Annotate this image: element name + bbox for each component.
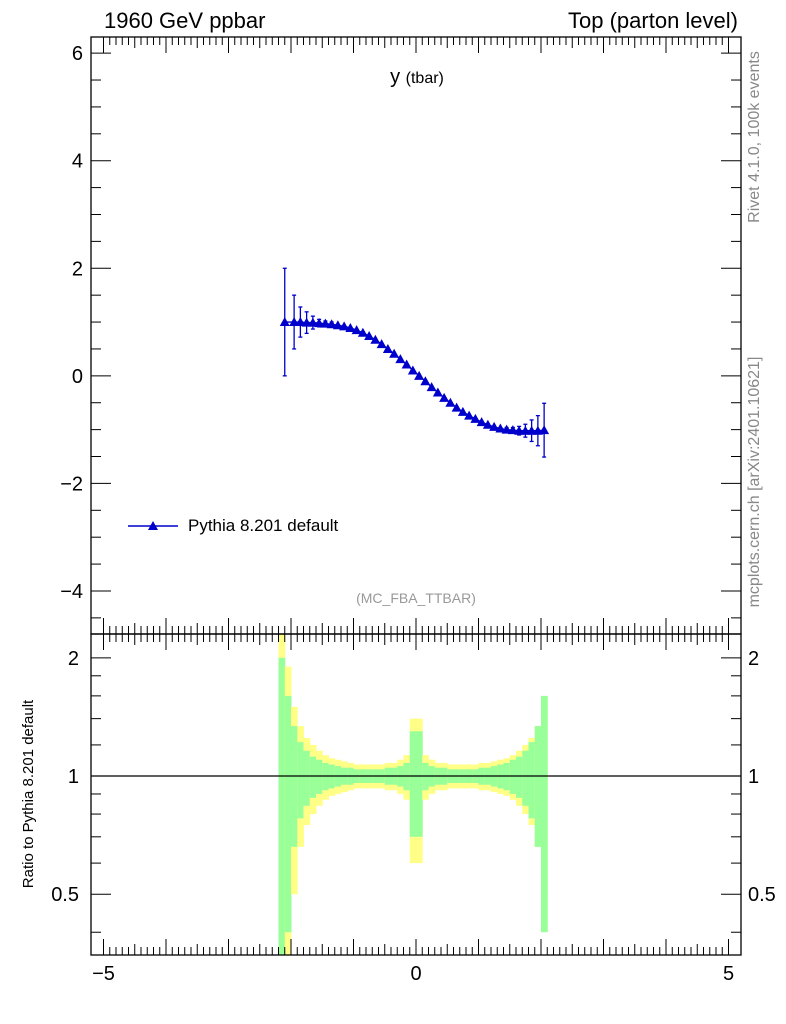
data-point-marker [351, 325, 362, 335]
data-point-marker [279, 317, 290, 327]
ratio-band-inner [291, 726, 298, 847]
x-tick-label: 0 [410, 963, 421, 985]
data-point-marker [370, 334, 381, 344]
data-point-marker [414, 370, 425, 380]
data-point-marker [295, 317, 306, 327]
analysis-id-label: (MC_FBA_TTBAR) [356, 590, 476, 606]
data-point-marker [420, 376, 431, 386]
data-point-marker [507, 425, 518, 435]
data-point-marker [451, 402, 462, 412]
data-point-marker [345, 322, 356, 332]
y-tick-label-ratio: 1 [68, 766, 79, 788]
axis-ticks: −5 0 5 −4 −2 0 2 4 6 0.5 0.5 1 1 2 2 [51, 37, 776, 985]
ratio-band-inner [284, 695, 292, 933]
main-series [279, 267, 550, 458]
y-tick-label-ratio-right: 1 [748, 766, 759, 788]
data-point-marker [495, 423, 506, 433]
data-point-marker [501, 424, 512, 434]
ratio-band-inner [316, 759, 323, 794]
data-point-marker [332, 320, 343, 330]
ratio-band-inner [509, 759, 517, 794]
y-tick-label-ratio-right: 0.5 [748, 884, 776, 906]
legend-marker [148, 521, 158, 530]
data-point-marker [432, 387, 443, 397]
y-tick-label-main: 2 [72, 258, 83, 280]
ratio-band-inner [297, 742, 304, 819]
y-tick-label-ratio-right: 2 [748, 648, 759, 670]
y-tick-label-main: 4 [72, 151, 83, 173]
y-tick-label-main: −4 [60, 581, 83, 603]
data-point-marker [339, 321, 350, 331]
data-point-marker [445, 397, 456, 407]
ratio-band-inner [522, 750, 529, 806]
data-point-marker [376, 339, 387, 349]
ratio-band-inner [541, 695, 548, 933]
y-tick-label-ratio: 2 [68, 648, 79, 670]
data-point-marker [439, 392, 450, 402]
y-tick-label-main: −2 [60, 473, 83, 495]
data-point-marker [314, 318, 325, 328]
data-point-marker [476, 417, 487, 427]
data-point-marker [401, 359, 412, 369]
ratio-band-inner [278, 657, 286, 955]
legend [128, 521, 178, 530]
ratio-band-inner [534, 726, 542, 847]
ratio-band-inner [309, 756, 317, 798]
data-point-marker [307, 317, 318, 327]
data-point-marker [357, 327, 368, 337]
plot-title-suffix: (tbar) [405, 70, 444, 87]
series-line [284, 321, 545, 432]
ratio-band-inner [409, 731, 417, 837]
legend-label: Pythia 8.201 default [188, 516, 339, 535]
ratio-band-inner [303, 750, 311, 806]
data-point-marker [470, 413, 481, 423]
plot-title: y (tbar) [0, 66, 786, 89]
y-tick-label-main: 0 [72, 366, 83, 388]
mcplots-reference-label: mcplots.cern.ch [arXiv:2401.10621] [746, 356, 763, 608]
data-point-marker [389, 348, 400, 358]
ratio-band-inner [416, 731, 423, 837]
data-point-marker [426, 382, 437, 392]
plot-title-variable: y [390, 66, 401, 88]
header-process-label: Top (parton level) [568, 8, 738, 33]
y-tick-label-ratio: 0.5 [51, 884, 79, 906]
rivet-version-label: Rivet 4.1.0, 100k events [746, 51, 763, 223]
data-point-marker [457, 406, 468, 416]
data-point-marker [395, 354, 406, 364]
x-tick-label: 5 [723, 963, 734, 985]
data-point-marker [326, 319, 337, 329]
ratio-band-inner [528, 742, 536, 819]
data-point-marker [539, 425, 550, 435]
data-point-marker [407, 365, 418, 375]
ratio-bands [278, 634, 548, 955]
data-point-marker [320, 318, 331, 328]
ratio-band-inner [516, 756, 523, 798]
data-point-marker [489, 421, 500, 431]
data-point-marker [464, 410, 475, 420]
y-tick-label-main: 6 [72, 43, 83, 65]
data-point-marker [382, 343, 393, 353]
data-point-marker [482, 419, 493, 429]
main-frame [90, 36, 742, 635]
ratio-y-axis-label: Ratio to Pythia 8.201 default [20, 699, 37, 889]
header-energy-label: 1960 GeV ppbar [104, 8, 266, 33]
data-point-marker [364, 331, 375, 341]
x-tick-label: −5 [92, 963, 115, 985]
